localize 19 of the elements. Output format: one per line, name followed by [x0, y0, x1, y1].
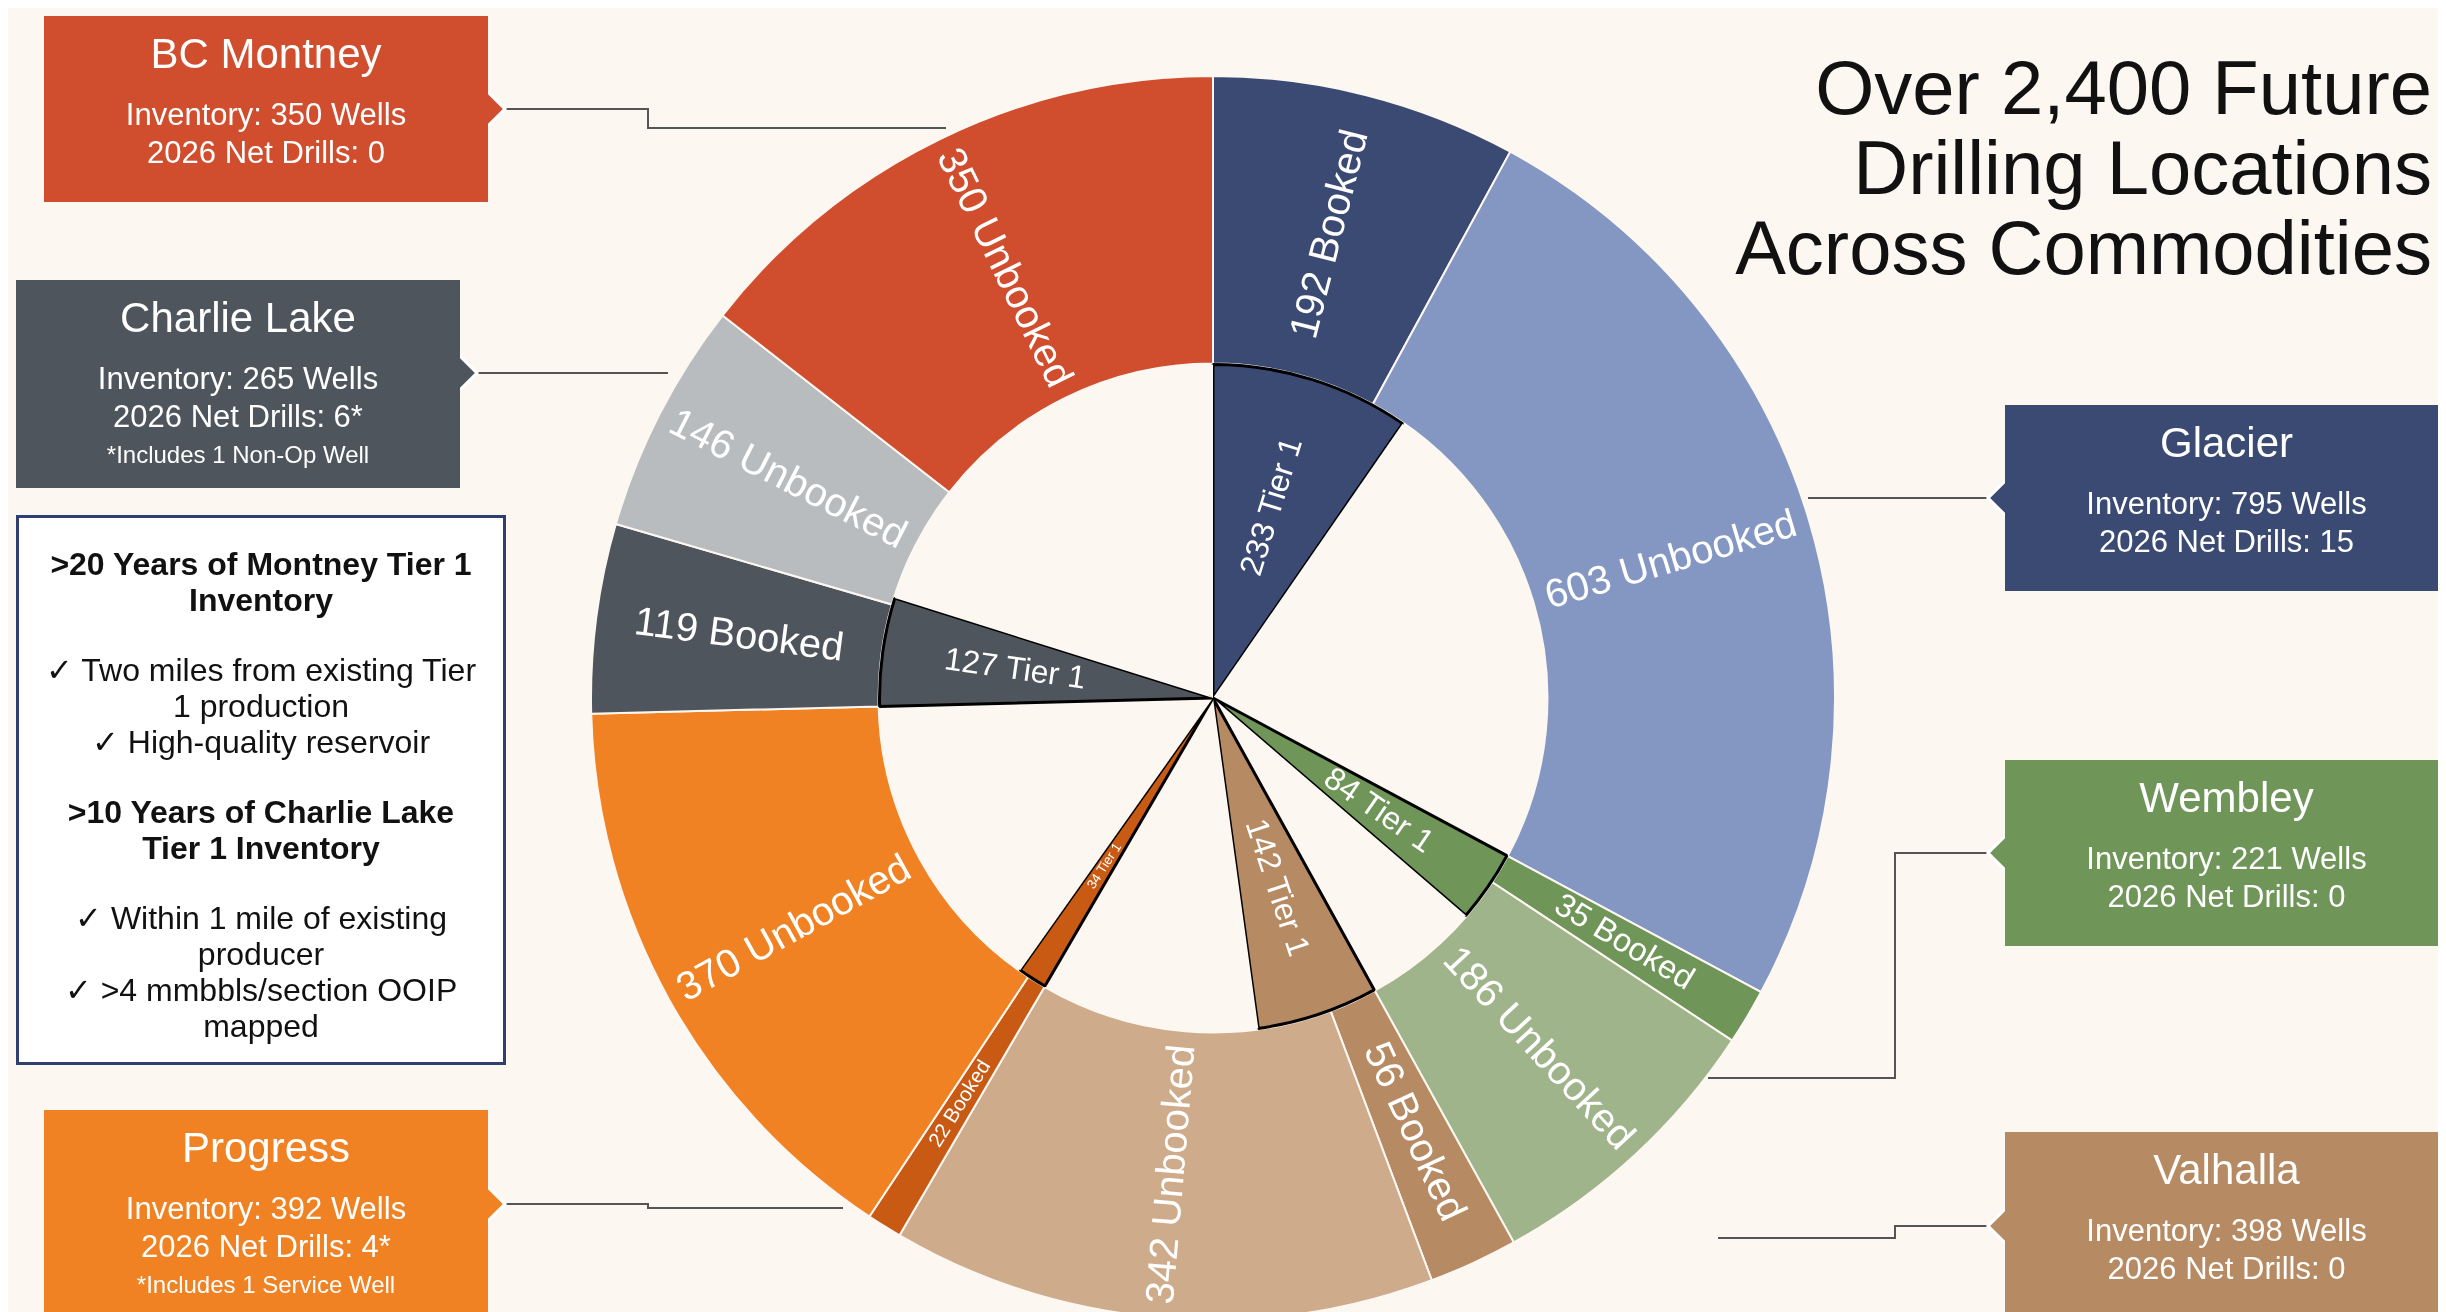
text: Charlie Lake Inventory: 265 Wells 2026 Net Drills: 6* *Includes 1 Non-Op Well — [96, 294, 380, 470]
text: Valhalla Inventory: 398 Wells 2026 Net Drills: 0 — [2085, 1146, 2368, 1288]
slice-label: 84 Tier 1 — [1317, 759, 1441, 860]
text: >20 Years of Montney Tier 1 Inventory — [49, 546, 473, 618]
text: >10 Years of Charlie Lake Tier 1 Inventory — [66, 794, 456, 866]
slice-label: 119 Booked — [631, 598, 847, 669]
slice-label: 127 Tier 1 — [942, 640, 1089, 696]
text: Glacier Inventory: 795 Wells 2026 Net Drills: 15 — [2085, 419, 2368, 561]
text: BC Montney Inventory: 350 Wells 2026 Net Drills: 0 — [124, 30, 408, 172]
slice-label: 34 Tier 1 — [1083, 840, 1125, 892]
text: Over 2,400 Future Drilling Locations Across Commodities — [1734, 45, 2432, 290]
slice-label: 142 Tier 1 — [1238, 814, 1318, 961]
text: Wembley Inventory: 221 Wells 2026 Net Drills: 0 — [2085, 774, 2368, 916]
text: Progress Inventory: 392 Wells 2026 Net Drills: 4* *Includes 1 Service Well — [124, 1124, 408, 1300]
slice-label: 192 Booked — [1280, 124, 1376, 343]
slice-label: 233 Tier 1 — [1232, 433, 1309, 580]
text: ✓ Two miles from existing Tier 1 production ✓ High-quality reservoir — [44, 652, 478, 760]
text: ✓ Within 1 mile of existing producer ✓ >4 mmbbls/section OOIP mapped — [63, 900, 459, 1044]
slice-label: 342 Unbooked — [1136, 1042, 1203, 1306]
